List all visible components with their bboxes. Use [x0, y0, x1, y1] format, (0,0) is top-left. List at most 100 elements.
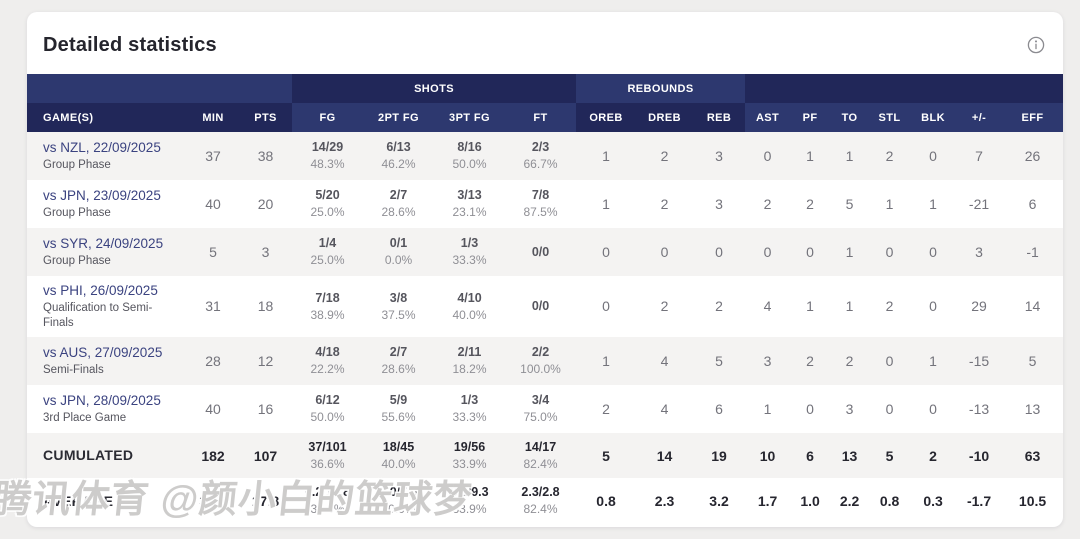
eff-cell: 13 — [1024, 400, 1041, 417]
group-header-row: SHOTS REBOUNDS — [27, 74, 1063, 103]
game-phase: Group Phase — [43, 254, 111, 267]
pf-cell: 0 — [806, 244, 814, 260]
min-cell: 37 — [205, 148, 221, 164]
to-cell: 5 — [845, 196, 854, 212]
3ptfg-cell: 8/16 50.0% — [434, 132, 505, 180]
pts-cell: 107 — [253, 447, 278, 464]
ast-cell: 10 — [759, 447, 776, 464]
stl-cell: 0 — [885, 352, 894, 369]
fg-made-attempted: 6/12 — [315, 393, 340, 408]
3ptfg-percentage: 50.0% — [452, 157, 487, 172]
2ptfg-made-attempted: 0/1 — [389, 236, 408, 251]
3ptfg-percentage: 33.9% — [452, 456, 487, 471]
pf-cell: 2 — [806, 196, 814, 212]
ft-made-attempted: 2.3/2.8 — [521, 485, 560, 500]
3ptfg-cell: 3/13 23.1% — [434, 180, 505, 228]
reb-cell: 19 — [711, 447, 727, 464]
3ptfg-percentage: 33.9% — [452, 502, 487, 517]
reb-cell: 5 — [715, 352, 723, 369]
col-header-ast: AST — [745, 103, 791, 132]
fg-percentage: 48.3% — [310, 157, 345, 172]
game-link[interactable]: vs SYR, 24/09/2025 — [43, 235, 164, 251]
game-cell: vs NZL, 22/09/2025 Group Phase — [27, 132, 187, 180]
fg-made-attempted: 5/20 — [315, 188, 340, 203]
3ptfg-cell: 1/3 33.3% — [434, 228, 505, 276]
ft-cell: 0/0 — [505, 228, 576, 276]
oreb-cell: 1 — [602, 352, 610, 369]
eff-cell: 10.5 — [1018, 493, 1047, 510]
game-link[interactable]: vs PHI, 26/09/2025 — [43, 283, 158, 298]
plusminus-cell: 3 — [975, 244, 983, 260]
col-header-min: MIN — [187, 103, 239, 132]
game-phase: Semi-Finals — [43, 363, 104, 376]
blk-cell: 2 — [929, 447, 937, 464]
3ptfg-made-attempted: 1/3 — [460, 393, 479, 408]
ft-made-attempted: 7/8 — [531, 188, 550, 203]
fg-cell: 6.2/16.8 36.6% — [292, 478, 363, 523]
ft-cell: 14/17 82.4% — [505, 433, 576, 478]
table-row: vs PHI, 26/09/2025 Qualification to Semi… — [27, 276, 1063, 337]
dreb-cell: 0 — [660, 244, 669, 260]
fg-cell: 6/12 50.0% — [292, 385, 363, 433]
eff-cell: 63 — [1024, 447, 1041, 464]
table-row: vs JPN, 28/09/2025 3rd Place Game 40 16 … — [27, 385, 1063, 433]
pf-cell: 0 — [806, 400, 814, 417]
dreb-cell: 2 — [660, 196, 669, 212]
group-header-rebounds: REBOUNDS — [576, 74, 746, 103]
game-cell: vs AUS, 27/09/2025 Semi-Finals — [27, 337, 187, 385]
col-header-3ptfg: 3PT FG — [434, 103, 505, 132]
oreb-cell: 2 — [602, 400, 610, 417]
ast-cell: 2 — [763, 196, 772, 212]
pts-cell: 20 — [257, 196, 274, 212]
pf-cell: 6 — [806, 447, 814, 464]
2ptfg-made-attempted: 2/7 — [389, 345, 408, 360]
ft-percentage: 75.0% — [523, 410, 558, 425]
2ptfg-cell: 2/7 28.6% — [363, 180, 434, 228]
ast-cell: 1.7 — [757, 493, 778, 510]
stats-table: SHOTS REBOUNDS GAME(S) MIN PTS FG 2PT FG… — [27, 74, 1063, 524]
plusminus-cell: 29 — [971, 298, 987, 315]
to-cell: 1 — [845, 244, 854, 260]
pts-cell: 12 — [257, 352, 274, 369]
pts-cell: 17.8 — [251, 493, 280, 510]
game-phase: 3rd Place Game — [43, 411, 127, 424]
blk-cell: 1 — [929, 352, 937, 369]
fg-cell: 14/29 48.3% — [292, 132, 363, 180]
ft-cell: 2/2 100.0% — [505, 337, 576, 385]
min-cell: 31 — [205, 298, 221, 315]
info-icon[interactable] — [1027, 36, 1045, 54]
game-link[interactable]: vs AUS, 27/09/2025 — [43, 344, 163, 360]
stl-cell: 1 — [885, 196, 894, 212]
3ptfg-cell: 4/10 40.0% — [434, 276, 505, 337]
ft-made-attempted: 0/0 — [531, 244, 550, 259]
game-link[interactable]: vs JPN, 23/09/2025 — [43, 187, 161, 203]
stl-cell: 2 — [885, 298, 894, 315]
3ptfg-made-attempted: 4/10 — [457, 290, 482, 305]
col-header-blk: BLK — [910, 103, 957, 132]
to-cell: 1 — [845, 298, 854, 315]
2ptfg-made-attempted: 2/7 — [389, 188, 408, 203]
blk-cell: 0 — [929, 244, 937, 260]
3ptfg-percentage: 33.3% — [452, 410, 487, 425]
ast-cell: 1 — [763, 400, 772, 417]
group-spacer-left — [27, 74, 292, 103]
table-row: vs NZL, 22/09/2025 Group Phase 37 38 14/… — [27, 132, 1063, 180]
game-link[interactable]: vs JPN, 28/09/2025 — [43, 392, 161, 408]
pts-cell: 18 — [257, 298, 274, 315]
ast-cell: 4 — [763, 298, 772, 315]
plusminus-cell: -10 — [968, 447, 990, 464]
game-link[interactable]: vs NZL, 22/09/2025 — [43, 139, 161, 155]
min-cell: 40 — [205, 196, 221, 212]
game-cell: CUMULATED — [27, 433, 187, 478]
col-header-games: GAME(S) — [27, 103, 187, 132]
3ptfg-percentage: 33.3% — [452, 253, 487, 268]
3ptfg-made-attempted: 8/16 — [457, 140, 482, 155]
3ptfg-made-attempted: 2/11 — [457, 345, 482, 360]
fg-cell: 5/20 25.0% — [292, 180, 363, 228]
game-cell: vs PHI, 26/09/2025 Qualification to Semi… — [27, 276, 187, 337]
col-header-eff: EFF — [1002, 103, 1063, 132]
3ptfg-cell: 3.2/9.3 33.9% — [434, 478, 505, 523]
stl-cell: 5 — [885, 447, 894, 464]
2ptfg-percentage: 28.6% — [381, 362, 416, 377]
fg-made-attempted: 1/4 — [318, 236, 337, 251]
